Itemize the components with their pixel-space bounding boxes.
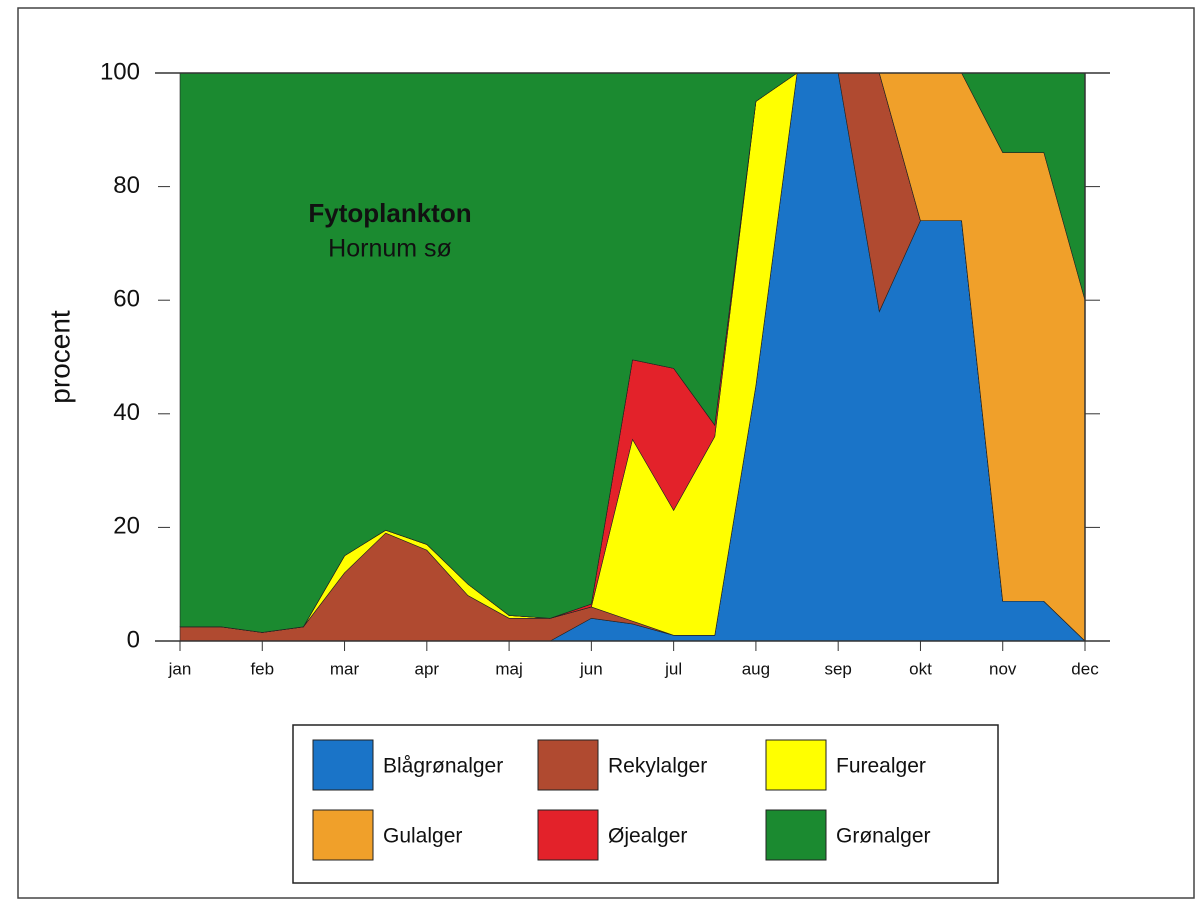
x-tick-label: okt bbox=[909, 659, 932, 678]
x-tick-label: maj bbox=[495, 659, 522, 678]
x-tick-label: jan bbox=[168, 659, 192, 678]
legend-label: Gulalger bbox=[383, 825, 462, 848]
legend-label: Rekylalger bbox=[608, 755, 707, 778]
legend-swatch bbox=[765, 809, 827, 861]
legend-label: Øjealger bbox=[608, 825, 687, 848]
y-tick-label: 60 bbox=[113, 286, 140, 313]
x-tick-label: jun bbox=[579, 659, 603, 678]
legend-label: Furealger bbox=[836, 755, 926, 778]
legend bbox=[292, 724, 999, 884]
legend-swatch bbox=[537, 809, 599, 861]
chart-subtitle: Hornum sø bbox=[328, 235, 452, 263]
legend-swatch bbox=[537, 739, 599, 791]
y-tick-label: 80 bbox=[113, 172, 140, 199]
legend-swatch bbox=[765, 739, 827, 791]
x-tick-label: mar bbox=[330, 659, 360, 678]
y-tick-label: 0 bbox=[127, 626, 140, 653]
y-axis-label: procent bbox=[44, 310, 75, 404]
x-tick-label: jul bbox=[664, 659, 682, 678]
frame bbox=[17, 7, 1195, 899]
y-tick-label: 20 bbox=[113, 513, 140, 540]
legend-swatch bbox=[312, 739, 374, 791]
x-tick-label: feb bbox=[250, 659, 274, 678]
x-tick-label: dec bbox=[1071, 659, 1099, 678]
chart-title: Fytoplankton bbox=[308, 198, 471, 228]
x-tick-label: nov bbox=[989, 659, 1017, 678]
legend-label: Blågrønalger bbox=[383, 755, 503, 778]
y-tick-label: 100 bbox=[100, 58, 140, 85]
legend-label: Grønalger bbox=[836, 825, 931, 848]
x-tick-label: apr bbox=[415, 659, 440, 678]
legend-swatch bbox=[312, 809, 374, 861]
x-tick-label: aug bbox=[742, 659, 770, 678]
plot-area bbox=[179, 72, 1086, 642]
x-tick-label: sep bbox=[824, 659, 851, 678]
y-tick-label: 40 bbox=[113, 399, 140, 426]
